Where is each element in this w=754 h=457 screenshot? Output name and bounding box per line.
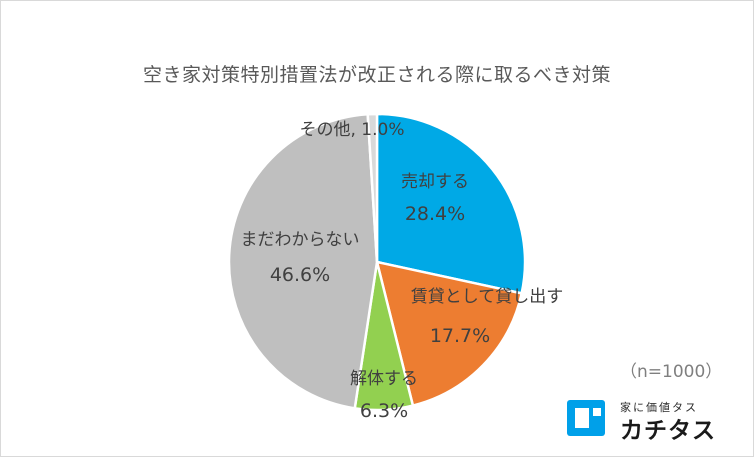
- slice-value-3: 46.6%: [270, 264, 330, 286]
- chart-title: 空き家対策特別措置法が改正される際に取るべき対策: [142, 64, 611, 86]
- slice-value-0: 28.4%: [405, 203, 465, 225]
- slice-name-0: 売却する: [401, 172, 469, 192]
- logo-tagline: 家に価値タス: [620, 401, 698, 414]
- slice-value-2: 6.3%: [360, 400, 408, 422]
- slice-name-2: 解体する: [350, 369, 418, 389]
- slice-label-4: その他, 1.0%: [300, 120, 405, 140]
- sample-size-note: （n=1000）: [620, 362, 723, 382]
- pie-slice-1: [375, 260, 524, 408]
- slice-name-1: 賃貸として貸し出す: [411, 287, 564, 307]
- pie-slice-0: [375, 112, 527, 295]
- pie-slice-3: [227, 112, 379, 410]
- pie-slices: [227, 112, 527, 412]
- slice-name-3: まだわからない: [241, 230, 360, 250]
- slice-value-1: 17.7%: [430, 325, 490, 347]
- pie-slice-4: [366, 112, 379, 263]
- pie-labels: 売却する 28.4% 賃貸として貸し出す 17.7% 解体する 6.3% まだわからない 46…: [241, 120, 564, 422]
- kachitas-logo-icon: [567, 400, 605, 436]
- logo-name: カチタス: [620, 418, 716, 444]
